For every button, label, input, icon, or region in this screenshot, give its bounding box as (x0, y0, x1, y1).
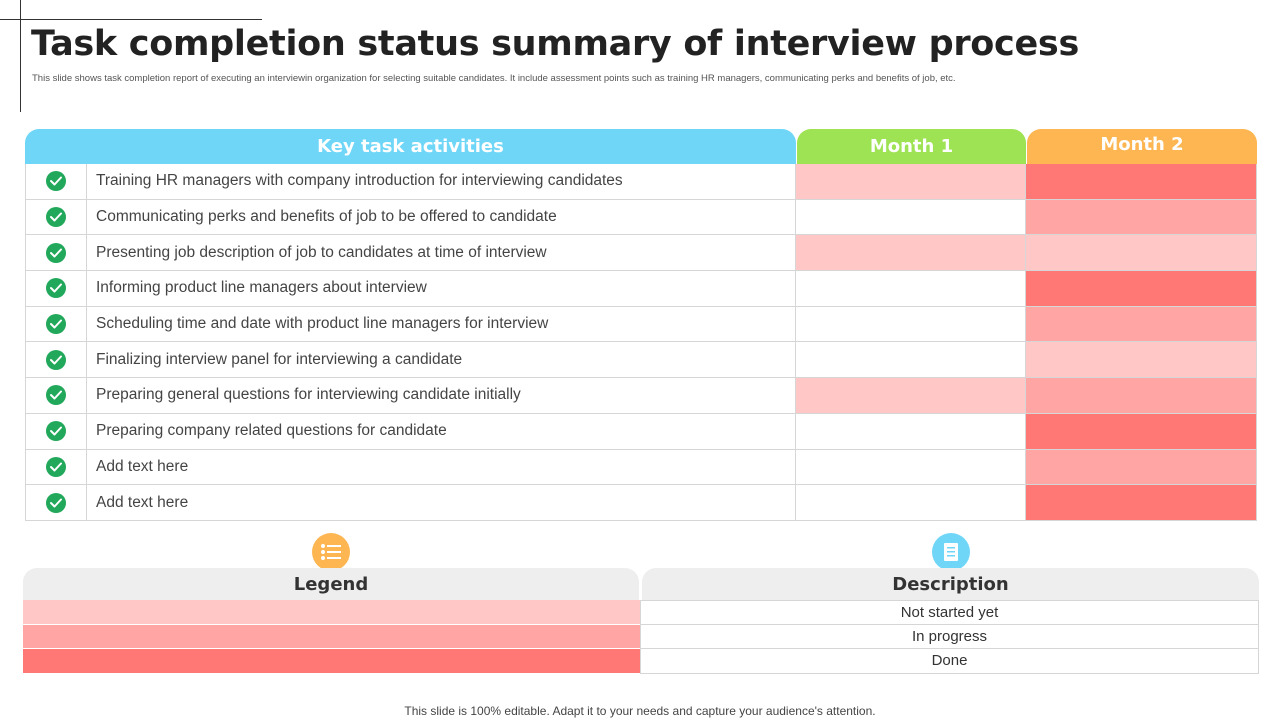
month2-status-cell (1026, 485, 1257, 520)
task-label: Finalizing interview panel for interview… (87, 342, 796, 378)
check-circle-icon (46, 492, 66, 513)
legend-swatch (23, 600, 640, 625)
table-row: Presenting job description of job to can… (25, 235, 1257, 272)
key-task-header: Key task activities (25, 129, 796, 164)
status-cell (25, 235, 87, 271)
table-row: Preparing general questions for intervie… (25, 378, 1257, 414)
check-circle-icon (46, 278, 66, 299)
month2-status-cell (1026, 306, 1257, 342)
month2-status-cell (1026, 271, 1257, 306)
month1-status-cell (796, 413, 1026, 449)
legend-description: Done (640, 649, 1259, 674)
task-label: Add text here (87, 485, 796, 520)
table-row: Informing product line managers about in… (25, 271, 1257, 307)
legend-table: Legend Description Not started yet In pro… (23, 568, 1259, 674)
month1-status-cell (796, 306, 1026, 342)
task-label: Training HR managers with company introd… (87, 164, 796, 199)
legend-swatch (23, 649, 640, 674)
table-row: Finalizing interview panel for interview… (25, 342, 1257, 379)
task-label: Add text here (87, 449, 796, 485)
status-cell (25, 413, 87, 449)
month1-status-cell (796, 485, 1026, 520)
month1-status-cell (796, 342, 1026, 378)
status-cell (25, 342, 87, 378)
status-cell (25, 164, 87, 199)
task-label: Communicating perks and benefits of job … (87, 199, 796, 235)
table-row: Training HR managers with company introd… (25, 164, 1257, 200)
corner-line-vertical (20, 0, 21, 112)
page-subtitle: This slide shows task completion report … (32, 73, 956, 84)
month2-status-cell (1026, 342, 1257, 378)
footer-note: This slide is 100% editable. Adapt it to… (404, 704, 876, 718)
table-row: Preparing company related questions for … (25, 413, 1257, 450)
check-circle-icon (46, 421, 66, 442)
month1-status-cell (796, 164, 1026, 199)
legend-row: Not started yet (23, 600, 1259, 625)
month2-status-cell (1026, 449, 1257, 485)
check-circle-icon (46, 349, 66, 370)
task-label: Presenting job description of job to can… (87, 235, 796, 271)
check-circle-icon (46, 242, 66, 263)
legend-header: Legend (23, 568, 639, 600)
description-header: Description (642, 568, 1259, 600)
legend-swatch (23, 624, 640, 649)
month1-status-cell (796, 199, 1026, 235)
legend-description: In progress (640, 624, 1259, 649)
month2-status-cell (1026, 378, 1257, 413)
status-cell (25, 306, 87, 342)
month2-header: Month 2 (1027, 129, 1257, 164)
month1-status-cell (796, 235, 1026, 271)
list-icon (312, 533, 350, 571)
task-label: Informing product line managers about in… (87, 271, 796, 306)
month2-status-cell (1026, 164, 1257, 199)
month1-status-cell (796, 449, 1026, 485)
table-row: Communicating perks and benefits of job … (25, 199, 1257, 236)
month1-header: Month 1 (797, 129, 1026, 164)
corner-line-horizontal (0, 19, 262, 20)
table-row: Add text here (25, 485, 1257, 521)
month1-status-cell (796, 378, 1026, 413)
legend-body: Not started yet In progress Done (23, 600, 1259, 674)
table-row: Scheduling time and date with product li… (25, 306, 1257, 343)
check-circle-icon (46, 314, 66, 335)
task-label: Scheduling time and date with product li… (87, 306, 796, 342)
legend-header-row: Legend Description (23, 568, 1259, 600)
task-label: Preparing general questions for intervie… (87, 378, 796, 413)
page-title: Task completion status summary of interv… (31, 24, 1079, 64)
check-circle-icon (46, 385, 66, 406)
status-cell (25, 378, 87, 413)
month1-status-cell (796, 271, 1026, 306)
legend-description: Not started yet (640, 600, 1259, 625)
month2-status-cell (1026, 199, 1257, 235)
status-cell (25, 271, 87, 306)
legend-row: Done (23, 649, 1259, 674)
table-body: Training HR managers with company introd… (25, 164, 1257, 521)
task-status-table: Key task activities Month 1 Month 2 Trai… (25, 129, 1257, 521)
task-label: Preparing company related questions for … (87, 413, 796, 449)
month2-status-cell (1026, 235, 1257, 271)
status-cell (25, 485, 87, 520)
status-cell (25, 449, 87, 485)
month2-status-cell (1026, 413, 1257, 449)
check-circle-icon (46, 456, 66, 477)
document-icon (932, 533, 970, 571)
legend-row: In progress (23, 624, 1259, 649)
check-circle-icon (46, 207, 66, 228)
status-cell (25, 199, 87, 235)
table-header: Key task activities Month 1 Month 2 (25, 129, 1257, 164)
table-row: Add text here (25, 449, 1257, 486)
check-circle-icon (46, 171, 66, 192)
